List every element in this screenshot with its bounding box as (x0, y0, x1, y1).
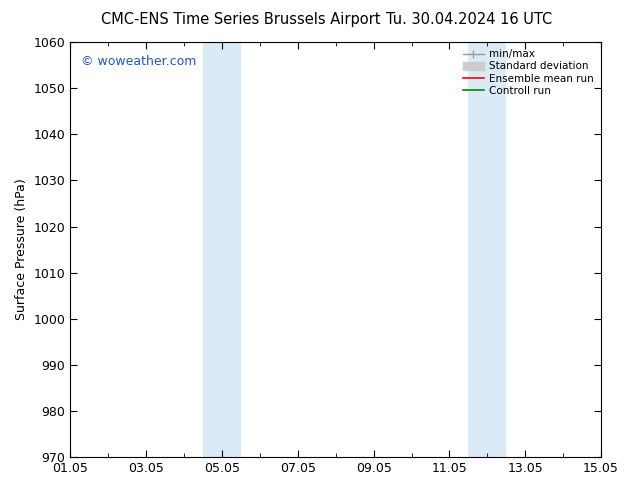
Text: Tu. 30.04.2024 16 UTC: Tu. 30.04.2024 16 UTC (386, 12, 552, 27)
Text: CMC-ENS Time Series Brussels Airport: CMC-ENS Time Series Brussels Airport (101, 12, 380, 27)
Legend: min/max, Standard deviation, Ensemble mean run, Controll run: min/max, Standard deviation, Ensemble me… (461, 47, 596, 98)
Bar (469, 42, 507, 457)
Bar (203, 42, 241, 457)
Y-axis label: Surface Pressure (hPa): Surface Pressure (hPa) (15, 179, 28, 320)
Text: © woweather.com: © woweather.com (81, 54, 197, 68)
